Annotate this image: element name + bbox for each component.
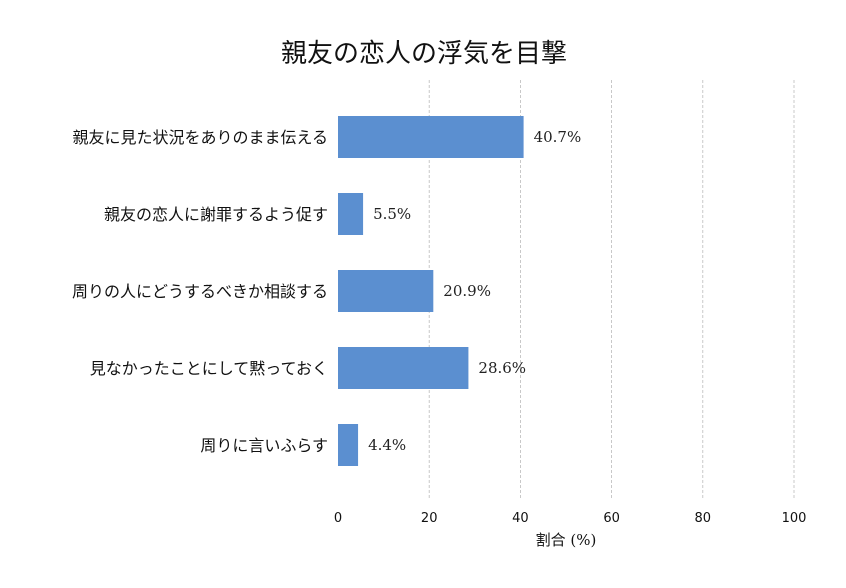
value-label: 28.6% [478,359,526,377]
x-tick-label: 20 [421,511,438,526]
category-label: 親友の恋人に謝罪するよう促す [104,205,328,224]
x-tick-label: 100 [782,511,807,526]
category-label: 周りの人にどうするべきか相談する [72,282,328,301]
value-labels: 40.7% 5.5% 20.9% 28.6% 4.4% [368,128,581,454]
value-label: 20.9% [443,282,491,300]
category-label: 見なかったことにして黙っておく [90,359,328,378]
category-labels: 親友に見た状況をありのまま伝える親友の恋人に謝罪するよう促す周りの人にどうするべ… [72,128,328,455]
x-tick-label: 60 [603,511,620,526]
category-label: 周りに言いふらす [200,436,328,455]
bar [338,116,524,158]
value-label: 4.4% [368,436,406,454]
bar [338,270,434,312]
bar [338,424,359,466]
value-label: 40.7% [534,128,582,146]
bars [338,116,524,466]
chart-title: 親友の恋人の浮気を目撃 [281,39,567,69]
x-axis-label: 割合 (%) [536,531,597,549]
x-tick-label: 0 [334,511,342,526]
x-tick-label: 80 [695,511,712,526]
bar [338,347,469,389]
bar [338,193,364,235]
value-label: 5.5% [373,205,411,223]
category-label: 親友に見た状況をありのまま伝える [72,128,328,147]
x-tick-labels: 0 20 40 60 80 100 [334,511,807,526]
x-tick-label: 40 [512,511,529,526]
